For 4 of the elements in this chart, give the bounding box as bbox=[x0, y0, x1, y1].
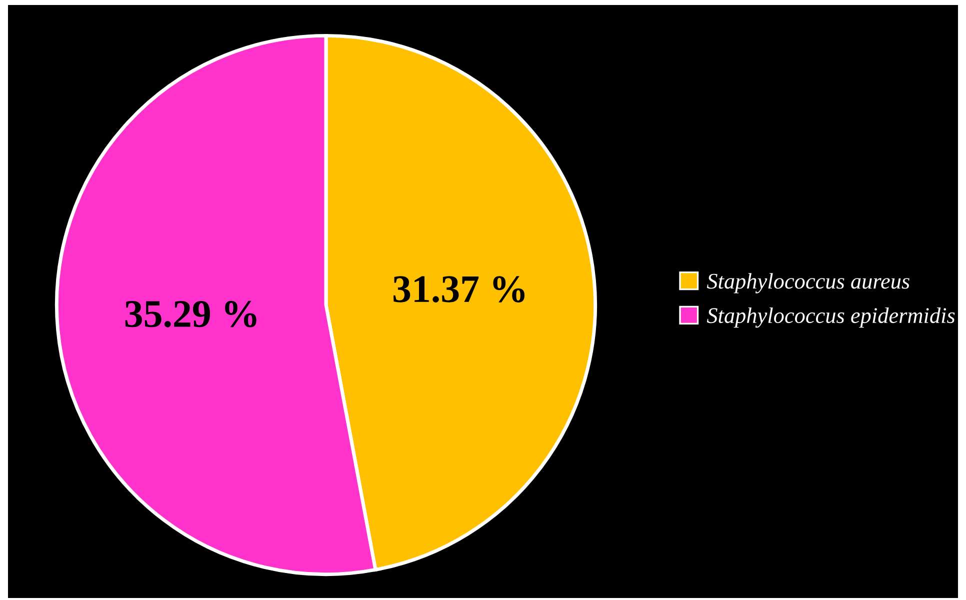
legend-label: Staphylococcus aureus bbox=[706, 273, 910, 294]
data-label: 31.37 % bbox=[393, 276, 524, 302]
legend-label: Staphylococcus epidermidis bbox=[706, 307, 955, 328]
data-label: 35.29 % bbox=[125, 300, 256, 328]
